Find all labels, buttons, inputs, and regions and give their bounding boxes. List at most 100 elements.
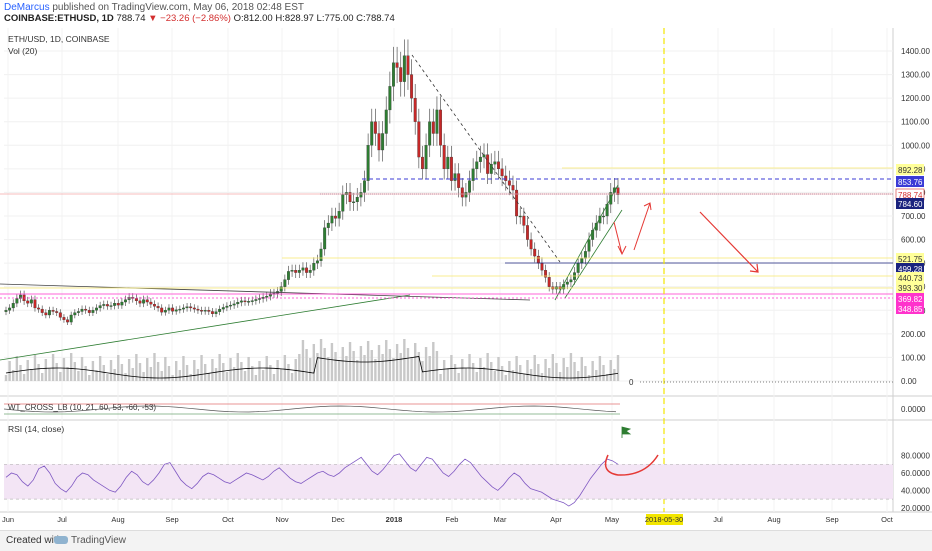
volume-bar: [316, 353, 319, 381]
candle-body: [69, 314, 73, 323]
candle-body: [308, 270, 312, 273]
volume-bar: [218, 354, 221, 381]
volume-bar: [327, 357, 330, 381]
candle-body: [127, 297, 131, 300]
candle-body: [33, 299, 37, 309]
candle-body: [424, 145, 428, 170]
volume-bar: [280, 369, 283, 381]
volume-bar: [48, 368, 51, 381]
author-link[interactable]: DeMarcus: [4, 2, 50, 13]
candle-body: [616, 187, 620, 195]
volume-bar: [272, 374, 276, 381]
volume-bar: [337, 361, 341, 381]
candle-body: [109, 305, 113, 307]
candle-body: [239, 300, 243, 303]
candle-body: [395, 62, 399, 68]
candle-body: [297, 270, 301, 273]
time-tick: 2018-05-30: [645, 515, 683, 524]
price-label-bg: [896, 263, 924, 274]
price-tick: 600.00: [901, 236, 926, 245]
candle-body: [446, 156, 450, 170]
volume-bar: [515, 356, 518, 381]
volume-bar: [160, 371, 163, 381]
volume-bar: [243, 371, 247, 381]
volume-bar: [269, 365, 272, 381]
candle-body: [406, 55, 410, 75]
candle-body: [145, 299, 149, 303]
volume-bar: [493, 371, 497, 381]
candle-body: [576, 262, 580, 273]
candle-body: [113, 303, 117, 306]
volume-bar: [290, 373, 294, 381]
candle-body: [254, 299, 258, 301]
price-chart[interactable]: 1400.001300.001200.001100.001000.00900.0…: [0, 0, 932, 530]
candle-body: [341, 194, 345, 212]
volume-bar: [8, 361, 11, 381]
price-label: 393.30: [896, 282, 924, 293]
time-tick: Apr: [550, 515, 562, 524]
volume-bar: [120, 364, 124, 381]
price-label-bg: [896, 164, 924, 175]
tradingview-brand[interactable]: TradingView: [54, 535, 126, 546]
price-label-bg: [896, 253, 924, 264]
price-label-text: 369.82: [898, 295, 923, 304]
channel-upper: [554, 184, 619, 301]
candle-body: [160, 307, 164, 313]
price-change: ▼ −23.26 (−2.86%): [148, 13, 231, 24]
volume-bar: [156, 362, 160, 381]
candle-body: [73, 312, 77, 316]
volume-bar: [562, 358, 565, 381]
volume-bar: [22, 374, 26, 381]
volume-bar: [59, 372, 62, 381]
volume-bar: [283, 355, 287, 381]
volume-bar: [124, 373, 127, 381]
candle-body: [11, 303, 15, 309]
rsi-tick: 20.0000: [901, 504, 930, 513]
volume-bar: [374, 359, 377, 381]
volume-bar: [95, 370, 98, 381]
volume-bar: [211, 359, 214, 381]
up-arrow: [633, 202, 652, 251]
tradingview-logo-icon: [54, 536, 68, 545]
date-label-bg: [646, 514, 683, 525]
volume-bar: [533, 355, 536, 381]
legend-symbol: ETH/USD, 1D, COINBASE: [8, 34, 110, 44]
time-tick: Sep: [825, 515, 838, 524]
wt-cross-label: WT_CROSS_LB (10, 21, 60, 53, -60, -53): [8, 403, 156, 412]
legend-volume: Vol (20): [8, 46, 37, 56]
volume-bar: [149, 367, 153, 381]
price-label-text: 853.76: [898, 178, 923, 187]
candle-body: [431, 121, 435, 134]
volume-bar: [399, 353, 402, 381]
volume-bar: [566, 367, 569, 381]
candle-body: [312, 262, 316, 271]
publish-text: published on TradingView.com, May 06, 20…: [52, 2, 304, 13]
volume-bar: [569, 353, 573, 381]
volume-bar: [102, 365, 105, 381]
volume-bar: [146, 358, 149, 381]
volume-bar: [439, 374, 442, 381]
volume-bar: [457, 373, 460, 381]
volume-bar: [595, 370, 598, 381]
candle-body: [62, 317, 66, 320]
price-label-bg: [896, 303, 924, 314]
candle-body: [196, 308, 200, 311]
candle-body: [533, 248, 537, 257]
chart-header: DeMarcus published on TradingView.com, M…: [0, 0, 932, 24]
candle-body: [98, 305, 102, 309]
price-label-bg: [896, 198, 924, 209]
price-label-text: 393.30: [898, 284, 923, 293]
wt-line: [3, 405, 617, 413]
price-label: 440.73: [896, 272, 924, 283]
volume-bar: [576, 371, 580, 381]
price-label-text: 784.60: [898, 200, 923, 209]
candle-body: [221, 307, 225, 310]
volume-bar: [73, 362, 77, 381]
volume-bar: [232, 367, 236, 381]
candle-body: [55, 311, 59, 313]
volume-bar: [370, 350, 373, 381]
volume-bar: [88, 375, 91, 381]
low-value: L:775.00: [316, 13, 354, 24]
price-tick: 1200.00: [901, 94, 930, 103]
volume-bar: [573, 362, 576, 381]
